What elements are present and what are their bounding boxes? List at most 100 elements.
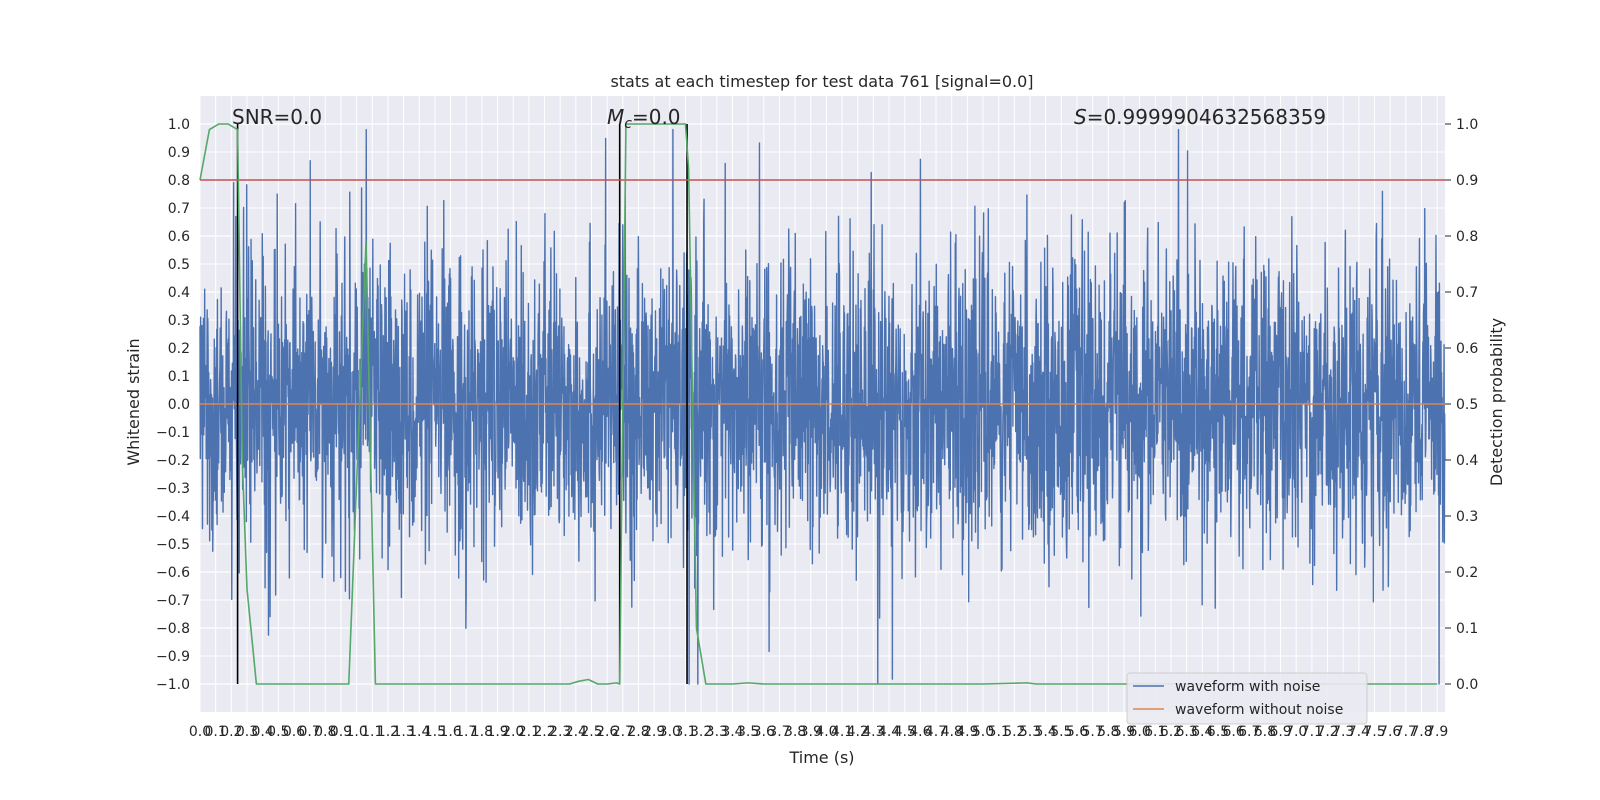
y-tick-label: −0.4: [156, 509, 190, 525]
x-axis-label: Time (s): [788, 748, 854, 767]
y-tick-label: 0.9: [168, 145, 190, 161]
x-tick-label: 5.1: [988, 724, 1010, 740]
x-tick-label: 2.1: [518, 724, 540, 740]
x-tick-label: 4.4: [878, 724, 900, 740]
y2-tick-label: 0.2: [1456, 565, 1478, 581]
waveform-with-noise-line: [199, 128, 1446, 685]
x-tick-label: 0.6: [283, 724, 305, 740]
x-tick-label: 7.3: [1332, 724, 1354, 740]
y-tick-label: 0.2: [168, 341, 190, 357]
y-tick-label: −0.6: [156, 565, 190, 581]
y2-tick-label: 0.5: [1456, 397, 1478, 413]
x-tick-label: 1.5: [424, 724, 446, 740]
x-tick-label: 2.9: [643, 724, 665, 740]
x-tick-label: 4.6: [909, 724, 931, 740]
x-tick-label: 4.0: [815, 724, 837, 740]
x-tick-label: 3.8: [784, 724, 806, 740]
x-tick-label: 4.9: [956, 724, 978, 740]
y2-tick-label: 0.8: [1456, 229, 1478, 245]
y2-tick-label: 0.4: [1456, 453, 1478, 469]
x-tick-label: 0.8: [314, 724, 336, 740]
series-detection-probability: [199, 123, 1438, 685]
y-axis-label: Whitened strain: [124, 338, 143, 465]
x-tick-label: 3.2: [690, 724, 712, 740]
x-tick-label: 2.3: [549, 724, 571, 740]
x-tick-label: 7.8: [1410, 724, 1432, 740]
x-tick-label: 1.2: [377, 724, 399, 740]
x-tick-label: 2.6: [596, 724, 618, 740]
x-tick-label: 5.3: [1019, 724, 1041, 740]
y-tick-label: −0.1: [156, 425, 190, 441]
y2-axis-label: Detection probability: [1487, 318, 1506, 486]
series-waveform-with-noise: [199, 128, 1446, 685]
x-tick-label: 4.5: [894, 724, 916, 740]
x-tick-label: 3.5: [737, 724, 759, 740]
x-tick-label: 6.3: [1175, 724, 1197, 740]
annotation-chirp-mass: Mc=0.0: [607, 105, 681, 132]
x-tick-label: 4.7: [925, 724, 947, 740]
y-tick-label: 0.4: [168, 285, 190, 301]
y2-tick-label: 0.3: [1456, 509, 1478, 525]
x-tick-label: 1.4: [408, 724, 430, 740]
x-tick-label: 7.4: [1348, 724, 1370, 740]
y2-tick-label: 0.6: [1456, 341, 1478, 357]
x-tick-label: 3.0: [659, 724, 681, 740]
y-tick-label: −0.5: [156, 537, 190, 553]
y-axis-left-ticks: 1.0 0.9 0.8 0.7 0.6 0.5 0.4 0.3 0.2 0.1 0.0 −0.1 −0.…: [156, 117, 190, 693]
x-tick-label: 0.0: [189, 724, 211, 740]
y-tick-label: 1.0: [168, 117, 190, 133]
y-tick-label: 0.3: [168, 313, 190, 329]
x-tick-label: 1.3: [392, 724, 414, 740]
y-tick-label: 0.6: [168, 229, 190, 245]
x-tick-label: 5.6: [1066, 724, 1088, 740]
x-tick-label: 2.8: [627, 724, 649, 740]
x-tick-label: 5.4: [1035, 724, 1057, 740]
x-tick-label: 4.8: [941, 724, 963, 740]
x-tick-label: 5.0: [972, 724, 994, 740]
x-tick-label: 6.7: [1238, 724, 1260, 740]
x-tick-label: 0.1: [205, 724, 227, 740]
x-tick-label: 1.1: [361, 724, 383, 740]
x-tick-label: 5.5: [1050, 724, 1072, 740]
x-tick-label: 7.5: [1363, 724, 1385, 740]
annotation-snr: SNR=0.0: [232, 105, 322, 129]
x-tick-label: 4.2: [847, 724, 869, 740]
x-tick-label: 0.7: [298, 724, 320, 740]
y2-tick-label: 0.7: [1456, 285, 1478, 301]
x-tick-label: 7.0: [1285, 724, 1307, 740]
x-tick-label: 6.2: [1160, 724, 1182, 740]
x-tick-label: 5.2: [1003, 724, 1025, 740]
x-tick-label: 3.1: [674, 724, 696, 740]
x-tick-label: 1.8: [471, 724, 493, 740]
y-tick-label: −0.9: [156, 649, 190, 665]
x-tick-label: 5.7: [1082, 724, 1104, 740]
x-tick-label: 0.4: [252, 724, 274, 740]
legend: waveform with noise waveform without noi…: [1126, 672, 1368, 725]
x-tick-label: 3.6: [753, 724, 775, 740]
legend-label-clean: waveform without noise: [1175, 702, 1343, 718]
y-tick-label: −0.8: [156, 621, 190, 637]
x-tick-label: 0.5: [267, 724, 289, 740]
x-tick-label: 1.6: [439, 724, 461, 740]
x-tick-label: 6.9: [1269, 724, 1291, 740]
x-tick-label: 0.3: [236, 724, 258, 740]
x-tick-label: 3.4: [721, 724, 743, 740]
x-tick-label: 4.3: [862, 724, 884, 740]
y2-tick-label: 0.9: [1456, 173, 1478, 189]
x-tick-label: 3.7: [768, 724, 790, 740]
y-tick-label: 0.1: [168, 369, 190, 385]
x-tick-label: 6.0: [1128, 724, 1150, 740]
x-axis-ticks: 0.00.10.20.30.40.50.60.70.80.91.01.11.21…: [189, 724, 1448, 740]
x-tick-label: 7.7: [1395, 724, 1417, 740]
y-tick-label: 0.8: [168, 173, 190, 189]
y2-tick-label: 0.0: [1456, 677, 1478, 693]
y-tick-label: 0.7: [168, 201, 190, 217]
x-tick-label: 7.6: [1379, 724, 1401, 740]
x-tick-label: 6.5: [1207, 724, 1229, 740]
x-tick-label: 1.9: [486, 724, 508, 740]
x-tick-label: 7.2: [1316, 724, 1338, 740]
x-tick-label: 2.4: [565, 724, 587, 740]
y-tick-label: −0.3: [156, 481, 190, 497]
chart-title: stats at each timestep for test data 761…: [610, 72, 1033, 91]
